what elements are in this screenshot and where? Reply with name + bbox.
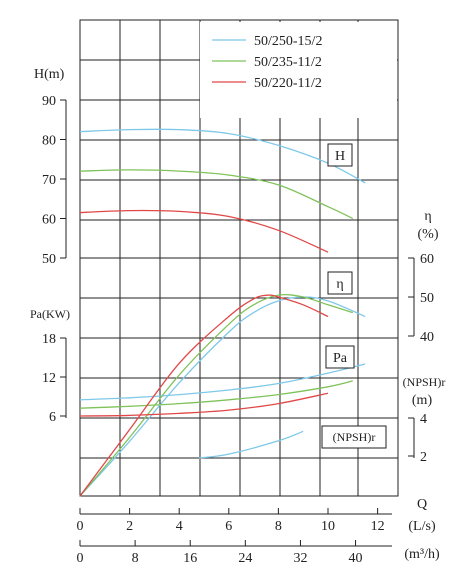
- head-curve: [79, 169, 354, 220]
- power-axis-label: Pa(KW): [30, 307, 70, 321]
- npsh-axis: (NPSH)r (m) 4 2: [403, 375, 446, 465]
- axis-tick-label: 12: [371, 519, 385, 534]
- axis-tick-label: 2: [126, 519, 133, 534]
- axis-tick-label: 18: [42, 332, 56, 347]
- axis-tick-label: 60: [420, 252, 434, 267]
- axis-tick-label: 16: [183, 551, 197, 566]
- axis-tick-label: 90: [42, 94, 56, 109]
- flow-axis-ls-unit: (L/s): [408, 519, 436, 534]
- npsh-curve: [198, 430, 304, 459]
- head-curve: [79, 209, 329, 253]
- legend-entry: 50/220-11/2: [254, 76, 322, 91]
- axis-tick-label: 6: [225, 519, 232, 534]
- axis-tick-label: 60: [42, 213, 56, 228]
- axis-tick-label: 4: [420, 412, 427, 427]
- axis-tick-label: 50: [420, 291, 434, 306]
- npsh-label-box-text: (NPSH)r: [333, 430, 376, 444]
- flow-axis-ls: 0 2 4 6 8 10 12 Q (L/s): [77, 497, 436, 534]
- axis-tick-label: 40: [420, 330, 434, 345]
- axis-tick-label: 50: [42, 252, 56, 267]
- axis-tick-label: 8: [132, 551, 139, 566]
- power-axis: Pa(KW) 18 12 6: [30, 307, 70, 425]
- npsh-axis-label: (NPSH)r: [403, 375, 446, 389]
- npsh-label-box: [321, 425, 387, 449]
- axis-tick-label: 32: [293, 551, 307, 566]
- efficiency-axis-unit: (%): [418, 227, 439, 242]
- efficiency-label-box: [327, 271, 353, 295]
- section-labels: H η Pa (NPSH)r: [321, 143, 387, 449]
- axis-tick-label: 24: [238, 551, 252, 566]
- legend-entry: 50/250-15/2: [254, 34, 322, 49]
- power-curve: [79, 363, 366, 401]
- axis-tick-label: 40: [349, 551, 363, 566]
- efficiency-axis: η (%) 60 50 40: [408, 209, 439, 345]
- legend: 50/250-15/2 50/235-11/2 50/220-11/2: [200, 22, 397, 118]
- head-label-box-text: H: [335, 149, 345, 164]
- flow-axis-m3h-unit: (m³/h): [404, 547, 440, 562]
- axis-tick-label: 2: [420, 450, 427, 465]
- efficiency-curve: [79, 294, 329, 497]
- axis-tick-label: 80: [42, 134, 56, 149]
- axis-tick-label: 4: [176, 519, 183, 534]
- axis-tick-label: 8: [275, 519, 282, 534]
- flow-axis-m3h: 0 8 16 24 32 40 (m³/h): [77, 540, 440, 566]
- efficiency-label-box-text: η: [336, 277, 343, 292]
- axis-tick-label: 10: [321, 519, 335, 534]
- power-label-box: [325, 345, 355, 369]
- efficiency-curve: [79, 296, 366, 497]
- axis-tick-label: 12: [42, 371, 56, 386]
- efficiency-axis-label: η: [424, 209, 431, 224]
- head-label-box: [327, 143, 353, 167]
- axis-tick-label: 0: [77, 519, 84, 534]
- head-axis-label: H(m): [34, 67, 65, 82]
- power-curve: [79, 380, 353, 409]
- legend-entry: 50/235-11/2: [254, 55, 322, 70]
- power-curve: [79, 392, 329, 417]
- npsh-axis-unit: (m): [412, 393, 433, 408]
- flow-axis-q-label: Q: [417, 497, 427, 512]
- efficiency-curve: [79, 293, 353, 497]
- axis-tick-label: 6: [49, 410, 56, 425]
- axis-tick-label: 0: [77, 551, 84, 566]
- axis-tick-label: 70: [42, 173, 56, 188]
- head-axis: H(m) 90 80 70 60 50: [34, 67, 67, 267]
- power-label-box-text: Pa: [333, 351, 348, 366]
